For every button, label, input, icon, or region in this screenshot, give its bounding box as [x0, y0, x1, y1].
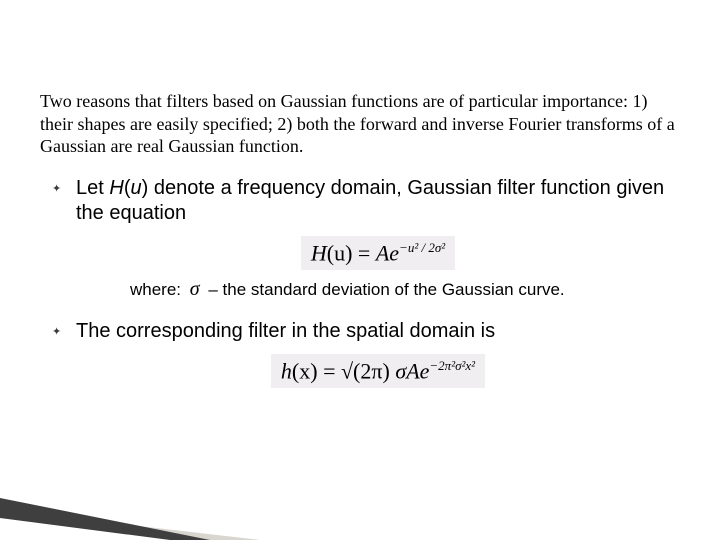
eq2-exponent: −2π²σ²x² — [429, 358, 475, 373]
eq2-equals: = — [318, 358, 341, 383]
bullet-1-arg: u — [130, 177, 141, 199]
bullet-1-text: Let H(u) denote a frequency domain, Gaus… — [76, 177, 664, 224]
bullet-2-text: The corresponding filter in the spatial … — [76, 320, 495, 342]
eq1-equals: = — [352, 240, 375, 265]
equation-1: H(u) = Ae−u² / 2σ² — [301, 236, 455, 270]
eq1-exponent: −u² / 2σ² — [399, 240, 445, 255]
corner-accent-white — [0, 518, 170, 540]
sigma-icon: σ — [190, 278, 200, 300]
eq1-A: A — [376, 240, 389, 265]
eq2-sigma: σ — [390, 358, 406, 383]
eq1-H: H — [311, 240, 327, 265]
where-line: where: σ – the standard deviation of the… — [130, 278, 680, 301]
eq2-sqrt: √(2π) — [341, 358, 390, 383]
eq2-A: A — [406, 358, 419, 383]
slide: Two reasons that filters based on Gaussi… — [0, 0, 720, 540]
eq2-paren-x: (x) — [292, 358, 318, 383]
bullet-1: Let H(u) denote a frequency domain, Gaus… — [58, 176, 680, 301]
eq1-paren-u: (u) — [327, 240, 353, 265]
equation-2: h(x) = √(2π) σAe−2π²σ²x² — [271, 354, 485, 388]
equation-2-wrap: h(x) = √(2π) σAe−2π²σ²x² — [76, 354, 680, 388]
where-desc: – the standard deviation of the Gaussian… — [208, 280, 564, 299]
eq2-h: h — [281, 358, 292, 383]
bullet-1-pre: Let — [76, 177, 109, 199]
equation-1-wrap: H(u) = Ae−u² / 2σ² — [76, 236, 680, 270]
where-label: where: — [130, 280, 181, 299]
eq2-e: e — [420, 358, 430, 383]
bullet-1-func: H — [109, 177, 123, 199]
intro-paragraph: Two reasons that filters based on Gaussi… — [40, 90, 680, 158]
bullet-2: The corresponding filter in the spatial … — [58, 319, 680, 388]
bullet-1-post: denote a frequency domain, Gaussian filt… — [76, 177, 664, 224]
eq1-e: e — [389, 240, 399, 265]
bullet-list: Let H(u) denote a frequency domain, Gaus… — [40, 176, 680, 389]
